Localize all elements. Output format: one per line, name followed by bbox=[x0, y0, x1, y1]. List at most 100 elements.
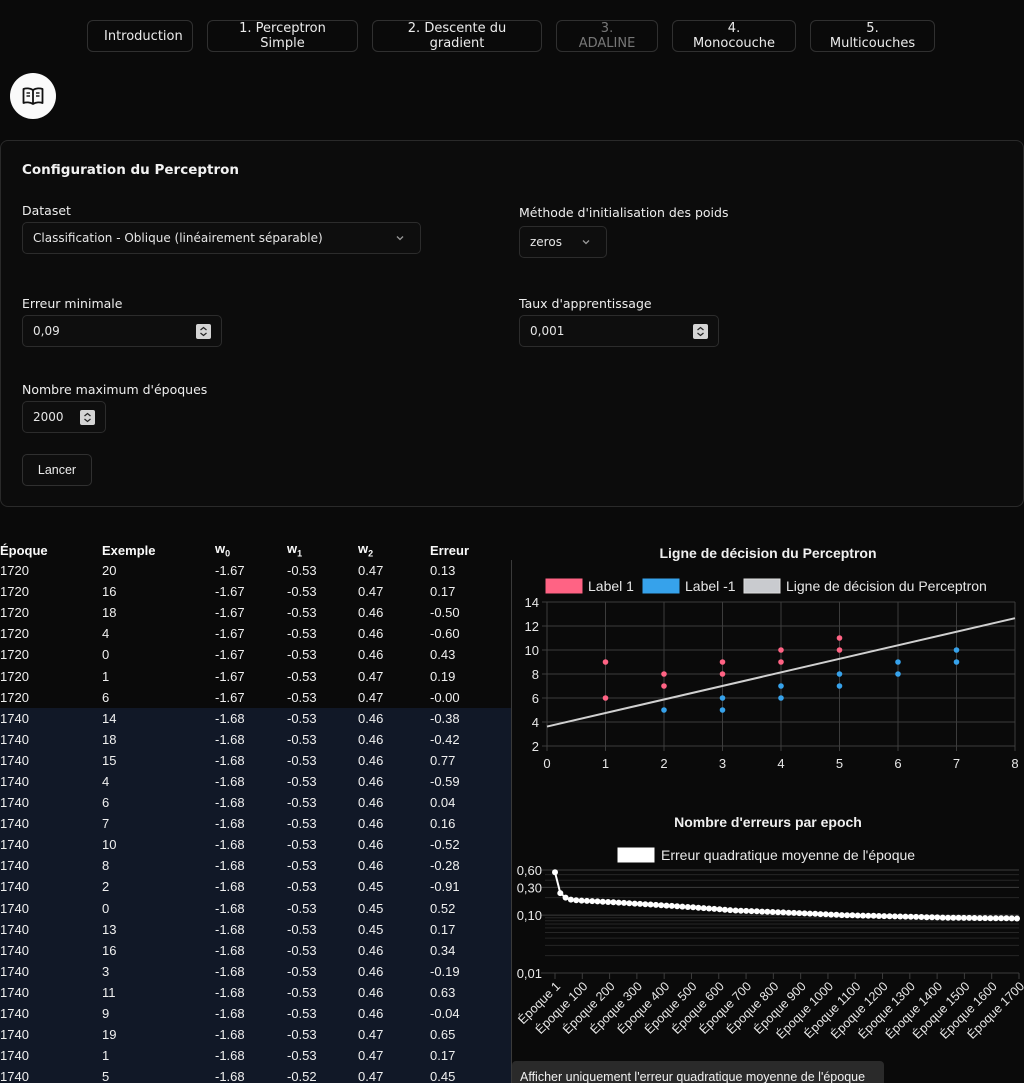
table-row: 1740 0 -1.68 -0.53 0.45 0.52 bbox=[0, 897, 511, 919]
mse-point bbox=[674, 903, 681, 910]
cell-erreur: 0.17 bbox=[430, 918, 511, 940]
cell-w1: -0.53 bbox=[287, 960, 358, 982]
table-row: 1740 6 -1.68 -0.53 0.46 0.04 bbox=[0, 792, 511, 814]
mse-point bbox=[833, 911, 840, 918]
y-tick-label: 0,60 bbox=[517, 863, 542, 878]
mse-point bbox=[966, 914, 973, 921]
cell-erreur: -0.60 bbox=[430, 626, 460, 642]
column-header-erreur: Erreur bbox=[430, 542, 470, 558]
cell-epoque: 1740 bbox=[0, 1066, 102, 1083]
mse-point bbox=[637, 900, 643, 907]
mse-point bbox=[621, 899, 627, 906]
x-tick-label: 1 bbox=[602, 756, 609, 770]
legend-label: Label 1 bbox=[588, 578, 634, 594]
table-row: 1740 11 -1.68 -0.53 0.46 0.63 bbox=[0, 981, 511, 1003]
mse-point bbox=[1003, 915, 1010, 922]
mse-point bbox=[599, 898, 606, 905]
cell-epoque: 1740 bbox=[0, 939, 102, 961]
cell-exemple: 1 bbox=[102, 1045, 215, 1067]
mse-point bbox=[806, 910, 813, 917]
y-tick-label: 8 bbox=[532, 667, 539, 682]
nav-descente-gradient-button[interactable]: 2. Descente du gradient bbox=[372, 20, 542, 52]
mse-point bbox=[796, 910, 803, 917]
cell-w0: -1.68 bbox=[215, 981, 287, 1003]
cell-epoque: 1740 bbox=[0, 749, 102, 771]
mse-point bbox=[860, 912, 866, 919]
table-row: 1740 19 -1.68 -0.53 0.47 0.65 bbox=[0, 1024, 511, 1046]
x-tick-label: 6 bbox=[894, 756, 901, 770]
cell-epoque: 1740 bbox=[0, 813, 102, 835]
learning-rate-input[interactable]: 0,001 bbox=[519, 315, 719, 347]
cell-erreur: -0.38 bbox=[430, 707, 511, 729]
cell-w0: -1.68 bbox=[215, 749, 287, 771]
mse-point bbox=[822, 911, 829, 918]
book-open-icon[interactable] bbox=[10, 73, 56, 119]
mse-point bbox=[971, 915, 978, 921]
cell-epoque: 1740 bbox=[0, 792, 102, 814]
nav-perceptron-simple-button[interactable]: 1. Perceptron Simple bbox=[207, 20, 358, 52]
y-tick-label: 4 bbox=[532, 715, 539, 730]
cell-w2: 0.46 bbox=[358, 707, 430, 729]
mse-point bbox=[552, 869, 558, 876]
y-tick-label: 0,01 bbox=[517, 966, 542, 981]
mse-point bbox=[679, 903, 686, 910]
dataset-select[interactable]: Classification - Oblique (linéairement s… bbox=[22, 222, 421, 254]
nav-multicouches-button[interactable]: 5. Multicouches bbox=[810, 20, 935, 52]
chevron-down-icon bbox=[582, 240, 590, 245]
cell-exemple: 3 bbox=[102, 960, 215, 982]
cell-w0: -1.67 bbox=[215, 563, 245, 579]
min-error-input[interactable]: 0,09 bbox=[22, 315, 222, 347]
cell-w0: -1.68 bbox=[215, 939, 287, 961]
number-stepper-icon[interactable] bbox=[196, 324, 211, 339]
cell-w2: 0.47 bbox=[358, 1045, 430, 1067]
cell-erreur: -0.04 bbox=[430, 1002, 511, 1025]
mse-point bbox=[589, 898, 596, 905]
number-stepper-icon[interactable] bbox=[80, 410, 95, 425]
cell-w0: -1.68 bbox=[215, 834, 287, 856]
mse-point bbox=[711, 905, 718, 912]
show-mse-only-toggle[interactable]: Afficher uniquement l'erreur quadratique… bbox=[512, 1061, 884, 1083]
nav-adaline-button[interactable]: 3. ADALINE bbox=[556, 20, 658, 52]
mse-point bbox=[902, 913, 909, 920]
cell-w0: -1.68 bbox=[215, 960, 287, 982]
point-label-1 bbox=[778, 659, 784, 665]
mse-point bbox=[976, 915, 983, 922]
mse-point bbox=[594, 898, 601, 905]
y-tick-label: 12 bbox=[525, 619, 539, 634]
x-tick-label: 5 bbox=[836, 756, 843, 770]
cell-w0: -1.68 bbox=[215, 1024, 287, 1046]
init-method-select[interactable]: zeros bbox=[519, 226, 607, 258]
mse-point bbox=[923, 914, 930, 921]
column-header-w2: w2 bbox=[358, 541, 374, 559]
cell-erreur: -0.28 bbox=[430, 855, 511, 877]
cell-exemple: 2 bbox=[102, 876, 215, 898]
cell-exemple: 13 bbox=[102, 918, 215, 940]
mse-point bbox=[891, 913, 898, 920]
decision-line-chart: Ligne de décision du Perceptron Label 1 La… bbox=[525, 545, 1019, 770]
cell-exemple: 20 bbox=[102, 563, 117, 579]
column-header-w0: w0 bbox=[215, 541, 231, 559]
decision-line bbox=[546, 617, 1016, 728]
cell-exemple: 0 bbox=[102, 897, 215, 919]
cell-w2: 0.47 bbox=[358, 689, 384, 705]
point-label-neg1 bbox=[719, 695, 726, 701]
mse-point bbox=[918, 914, 925, 920]
point-label-1 bbox=[602, 659, 609, 665]
cell-w2: 0.46 bbox=[358, 981, 430, 1003]
panel-divider bbox=[511, 560, 512, 1083]
max-epochs-input[interactable]: 2000 bbox=[22, 401, 106, 433]
cell-erreur: 0.16 bbox=[430, 813, 511, 835]
cell-w2: 0.45 bbox=[358, 897, 430, 919]
section-nav: Introduction 1. Perceptron Simple 2. Des… bbox=[87, 20, 935, 52]
x-tick-label: 4 bbox=[777, 756, 784, 770]
mse-point bbox=[732, 907, 739, 914]
number-stepper-icon[interactable] bbox=[693, 324, 708, 339]
mse-point bbox=[913, 913, 920, 920]
chart-title: Ligne de décision du Perceptron bbox=[659, 545, 876, 561]
launch-button[interactable]: Lancer bbox=[22, 454, 92, 486]
cell-exemple: 9 bbox=[102, 1002, 215, 1025]
cell-w2: 0.46 bbox=[358, 728, 430, 750]
nav-introduction-button[interactable]: Introduction bbox=[87, 20, 193, 52]
nav-monocouche-button[interactable]: 4. Monocouche bbox=[672, 20, 796, 52]
cell-w1: -0.53 bbox=[287, 647, 317, 663]
